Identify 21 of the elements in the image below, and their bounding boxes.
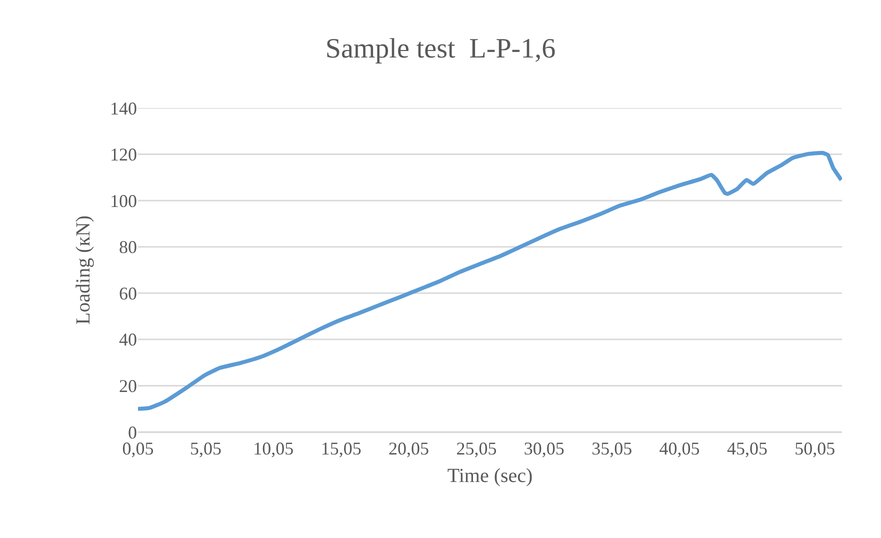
x-tick-label: 40,05 [659, 438, 700, 459]
y-tick-label: 80 [119, 237, 137, 258]
x-tick-label: 25,05 [456, 438, 497, 459]
y-tick-label: 40 [119, 330, 137, 350]
x-axis-title: Time (sec) [447, 465, 533, 488]
y-tick-label: 20 [119, 376, 137, 396]
x-tick-label: 15,05 [320, 438, 362, 459]
x-tick-label: 45,05 [726, 438, 768, 459]
y-tick-label: 100 [110, 190, 137, 211]
y-tick-label: 140 [110, 98, 137, 118]
line-series [138, 150, 842, 411]
x-tick-label: 35,05 [592, 438, 632, 459]
y-tick-label: 60 [119, 283, 137, 304]
x-tick-label: 30,05 [524, 438, 564, 459]
y-axis-title: Loading (кN) [72, 215, 94, 325]
x-tick-label: 50,05 [794, 438, 836, 459]
x-tick-label: 10,05 [253, 438, 294, 459]
x-tick-label: 5,05 [190, 438, 222, 459]
chart-title: Sample test L-P-1,6 [325, 33, 556, 64]
y-tick-label: 120 [110, 144, 137, 165]
x-tick-label: 20,05 [388, 438, 430, 459]
